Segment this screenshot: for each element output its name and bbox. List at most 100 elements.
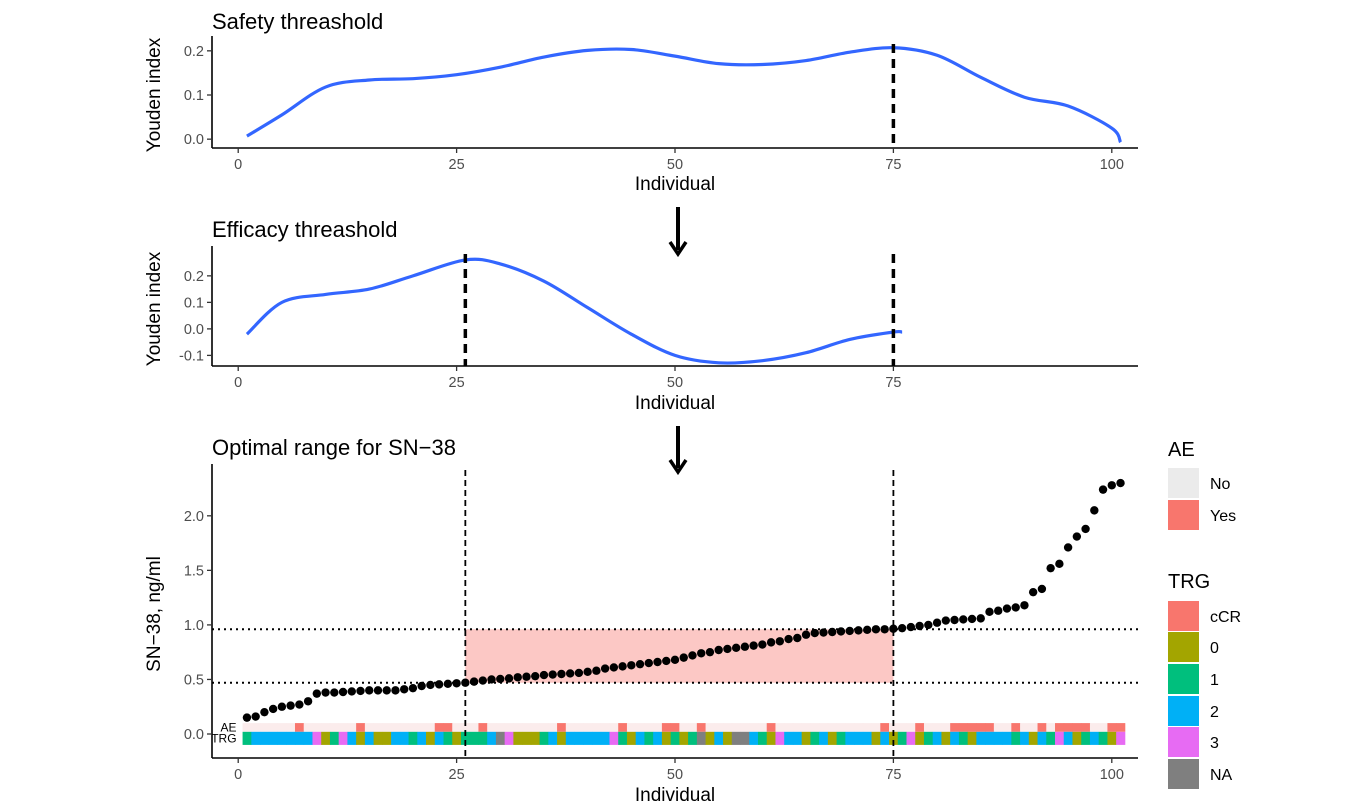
ae-strip-cell — [644, 723, 654, 732]
trg-strip-cell — [784, 731, 794, 745]
trg-strip-cell — [766, 731, 776, 745]
ae-strip-cell — [565, 723, 575, 732]
sn38-point — [828, 627, 837, 637]
ae-strip-cell — [810, 723, 820, 732]
sn38-point — [1055, 559, 1064, 569]
ae-strip-cell — [792, 723, 803, 732]
trg-strip-cell — [688, 731, 698, 745]
trg-strip-cell — [836, 731, 846, 745]
ae-strip-cell — [862, 723, 872, 732]
ae-strip-cell — [504, 723, 514, 732]
trg-strip-cell — [338, 731, 348, 745]
ae-strip-cell — [749, 723, 759, 732]
ae-strip-cell — [1046, 723, 1056, 732]
sn38-point — [705, 647, 715, 657]
ae-strip-cell — [766, 723, 776, 732]
trg-strip-cell — [906, 731, 916, 745]
trg-strip-cell — [303, 731, 313, 745]
sn38-point — [976, 614, 985, 623]
trg-strip-cell — [260, 731, 270, 745]
sn38-point — [391, 686, 400, 695]
trg-strip-cell — [626, 731, 637, 745]
ae-strip-cell — [950, 723, 960, 732]
trg-strip-cell — [897, 731, 907, 745]
x-tick-label: 100 — [1100, 767, 1124, 783]
ae-strip-cell — [757, 723, 768, 732]
ae-strip-cell — [609, 723, 619, 732]
trg-strip-cell — [1011, 731, 1021, 745]
trg-strip-cell — [399, 731, 409, 745]
legend-ae-title: AE — [1168, 439, 1195, 461]
ae-strip-cell — [1081, 723, 1091, 732]
ae-strip-cell — [731, 723, 741, 732]
trg-strip-cell — [705, 731, 715, 745]
sn38-point — [286, 701, 295, 710]
trg-strip-cell — [286, 731, 296, 745]
trg-strip-cell — [583, 731, 593, 745]
ae-strip-cell — [1011, 723, 1021, 732]
ae-strip-cell — [321, 723, 331, 732]
ae-strip-cell — [268, 723, 278, 732]
trg-strip-cell — [434, 731, 444, 745]
legend-trg-title: TRG — [1168, 571, 1210, 593]
y-tick-label: 1.5 — [184, 563, 204, 579]
sn38-point — [417, 681, 426, 691]
trg-strip-cell — [609, 731, 619, 745]
trg-strip-cell — [539, 731, 549, 745]
sn38-point — [688, 651, 697, 660]
ae-strip-cell — [338, 723, 348, 732]
ae-strip-cell — [985, 723, 995, 732]
trg-strip-cell — [391, 731, 401, 745]
sn38-panel: Optimal range for SN−38 Individual SN−38, … — [144, 435, 1138, 806]
trg-strip-cell — [880, 731, 890, 745]
ae-strip-cell — [932, 723, 942, 732]
ae-strip-cell — [286, 723, 296, 732]
trg-strip-cell — [574, 731, 584, 745]
y-tick-label: 0.0 — [184, 132, 204, 148]
y-axis-label: Youden index — [144, 251, 165, 366]
trg-strip-cell — [557, 731, 567, 745]
ae-strip-cell — [277, 723, 287, 732]
ae-strip-cell — [242, 723, 252, 732]
ae-strip-cell — [600, 723, 610, 732]
sn38-point — [321, 688, 330, 697]
ae-strip-cell — [1020, 723, 1030, 732]
legend-trg-na-label: NA — [1210, 767, 1233, 784]
trg-strip-cell — [889, 731, 899, 745]
y-tick-label: 0.1 — [184, 295, 204, 311]
trg-strip-cell — [495, 731, 506, 745]
trg-strip-cell — [740, 731, 750, 745]
sn38-point — [714, 645, 723, 655]
sn38-point — [1063, 543, 1073, 552]
ae-strip-cell — [906, 723, 916, 732]
ae-strip-cell — [391, 723, 401, 732]
trg-strip-cell — [268, 731, 278, 745]
ae-strip-cell — [705, 723, 715, 732]
sn38-point — [880, 625, 889, 634]
sn38-point — [749, 641, 758, 650]
panel-title: Optimal range for SN−38 — [212, 435, 456, 460]
y-tick-label: 1.0 — [184, 618, 204, 634]
sn38-point — [1090, 506, 1099, 515]
sn38-point — [836, 627, 846, 636]
ae-strip-cell — [618, 723, 628, 732]
sn38-point — [740, 642, 750, 651]
legend-ae-no-swatch — [1168, 468, 1199, 498]
trg-strip-cell — [242, 731, 252, 745]
trg-strip-cell — [417, 731, 427, 745]
ae-strip-label: AE — [221, 720, 237, 734]
ae-strip-cell — [1116, 723, 1126, 732]
sn38-point — [365, 686, 374, 695]
sn38-point — [784, 634, 793, 644]
trg-strip-cell — [661, 731, 672, 745]
trg-strip-cell — [565, 731, 575, 745]
ae-strip-cell — [871, 723, 881, 732]
sn38-point — [1011, 603, 1020, 612]
trg-strip-cell — [513, 731, 523, 745]
sn38-point — [452, 679, 461, 688]
trg-strip-cell — [452, 731, 462, 745]
ae-strip-cell — [679, 723, 689, 732]
ae-strip-cell — [303, 723, 313, 732]
legend-trg-0-swatch — [1168, 632, 1199, 662]
trg-strip-cell — [1072, 731, 1082, 745]
